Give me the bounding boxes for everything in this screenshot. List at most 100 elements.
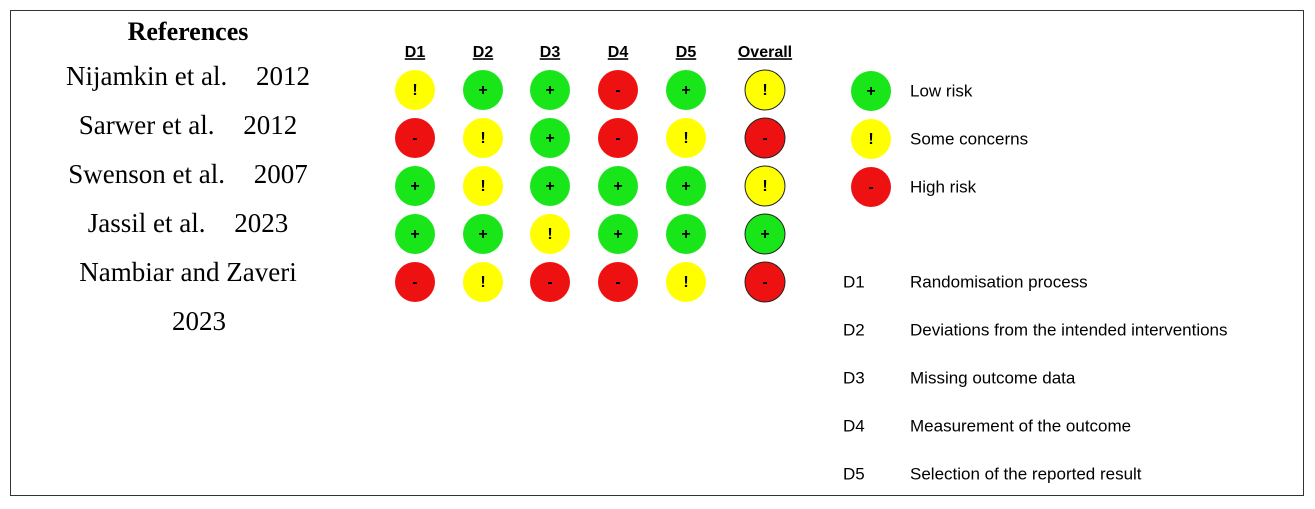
column-header: D3 (540, 44, 561, 61)
judgment-circle (666, 70, 706, 110)
judgment-symbol: ! (547, 226, 552, 243)
domain-description: Deviations from the intended interventio… (910, 320, 1228, 339)
domain-code: D5 (843, 464, 865, 483)
judgment-circle (851, 71, 891, 111)
reference: Jassil et al. 2023 (38, 199, 338, 248)
judgment-symbol: + (760, 226, 769, 243)
column-header: D5 (676, 44, 697, 61)
judgment-circle (666, 214, 706, 254)
judgment-symbol: ! (412, 82, 417, 99)
judgment-circle (463, 214, 503, 254)
reference: Swenson et al. 2007 (38, 150, 338, 199)
domain-code: D3 (843, 368, 865, 387)
judgment-circle (744, 261, 786, 303)
judgment-symbol: - (615, 130, 620, 147)
reference-year: 2012 (243, 110, 298, 140)
judgment-circle (395, 118, 435, 158)
judgment-symbol: + (613, 178, 622, 195)
judgment-symbol: + (545, 178, 554, 195)
domain-description: Randomisation process (910, 272, 1088, 291)
judgment-circle (463, 70, 503, 110)
judgment-symbol: - (615, 274, 620, 291)
judgment-symbol: + (866, 83, 875, 100)
judgment-symbol: ! (480, 178, 485, 195)
reference-author: Nijamkin et al. (66, 61, 228, 91)
judgment-circle (744, 69, 786, 111)
references-title: References (127, 17, 249, 46)
judgment-symbol: - (412, 130, 417, 147)
judgment-circle (666, 262, 706, 302)
judgment-circle (530, 214, 570, 254)
reference: Nijamkin et al. 2012 (38, 52, 338, 101)
domain-description: Selection of the reported result (910, 464, 1142, 483)
judgment-circle (744, 165, 786, 207)
judgment-symbol: - (762, 130, 767, 147)
domain-code: D4 (843, 416, 865, 435)
judgment-circle (395, 166, 435, 206)
judgment-symbol: ! (683, 274, 688, 291)
legend-label: Low risk (910, 81, 973, 100)
judgment-circle (598, 214, 638, 254)
column-header: Overall (738, 44, 792, 61)
judgment-symbol: - (615, 82, 620, 99)
judgment-symbol: - (547, 274, 552, 291)
judgment-symbol: - (868, 179, 873, 196)
legend-label: High risk (910, 177, 977, 196)
frame (10, 10, 1304, 496)
judgment-circle (744, 213, 786, 255)
reference-year: 2023 (172, 306, 226, 336)
judgment-symbol: + (478, 226, 487, 243)
judgment-symbol: ! (683, 130, 688, 147)
domain-description: Missing outcome data (910, 368, 1076, 387)
judgment-circle (598, 118, 638, 158)
reference: Nambiar and Zaveri 2023 (38, 248, 338, 346)
judgment-symbol: + (613, 226, 622, 243)
judgment-symbol: ! (762, 178, 767, 195)
judgment-symbol: + (681, 82, 690, 99)
judgment-circle (598, 166, 638, 206)
judgment-symbol: + (681, 178, 690, 195)
judgment-circle (463, 262, 503, 302)
judgment-symbol: + (545, 130, 554, 147)
domain-code: D2 (843, 320, 865, 339)
judgment-circle (530, 262, 570, 302)
reference-year: 2012 (255, 61, 310, 91)
judgment-symbol: ! (762, 82, 767, 99)
judgment-symbol: ! (480, 130, 485, 147)
column-header: D4 (608, 44, 629, 61)
reference-author: Nambiar and Zaveri (79, 257, 297, 287)
reference-year: 2007 (253, 159, 308, 189)
column-header: D1 (405, 44, 426, 61)
judgment-circle (530, 118, 570, 158)
judgment-circle (851, 167, 891, 207)
judgment-circle (666, 118, 706, 158)
domain-description: Measurement of the outcome (910, 416, 1131, 435)
reference-year: 2023 (234, 208, 289, 238)
judgment-circle (395, 70, 435, 110)
judgment-circle (530, 70, 570, 110)
judgment-symbol: ! (480, 274, 485, 291)
column-header: D2 (473, 44, 494, 61)
judgment-circle (598, 70, 638, 110)
judgment-symbol: + (545, 82, 554, 99)
judgment-circle (463, 118, 503, 158)
judgment-symbol: ! (868, 131, 873, 148)
judgment-circle (666, 166, 706, 206)
judgment-circle (744, 117, 786, 159)
judgment-circle (851, 119, 891, 159)
reference: Sarwer et al. 2012 (38, 101, 338, 150)
reference-author: Sarwer et al. (78, 110, 215, 140)
judgment-circle (395, 262, 435, 302)
judgment-symbol: + (410, 226, 419, 243)
reference-author: Jassil et al. (87, 208, 206, 238)
judgment-symbol: - (762, 274, 767, 291)
legend-label: Some concerns (910, 129, 1028, 148)
judgment-symbol: + (681, 226, 690, 243)
judgment-symbol: + (410, 178, 419, 195)
judgment-symbol: + (478, 82, 487, 99)
judgment-symbol: - (412, 274, 417, 291)
domain-code: D1 (843, 272, 865, 291)
reference-author: Swenson et al. (68, 159, 225, 189)
judgment-circle (395, 214, 435, 254)
